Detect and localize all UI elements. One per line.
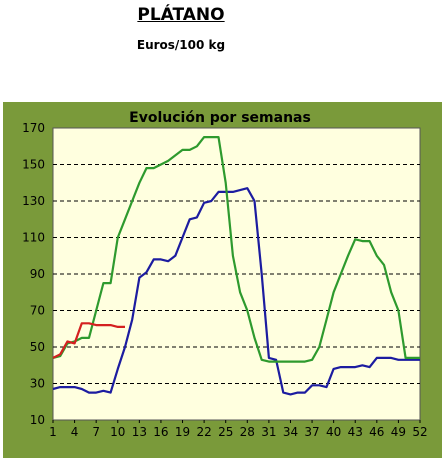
y-tick-label: 10 — [30, 413, 45, 427]
x-tick-label: 25 — [218, 425, 233, 439]
x-tick-label: 52 — [412, 425, 427, 439]
series-line-green — [52, 136, 420, 363]
x-tick-label: 22 — [196, 425, 211, 439]
y-tick-label: 170 — [22, 121, 45, 135]
x-tick-label: 40 — [326, 425, 341, 439]
x-tick-label: 31 — [261, 425, 276, 439]
y-tick-label: 50 — [30, 340, 45, 354]
y-tick-label: 150 — [22, 158, 45, 172]
series-lines — [52, 136, 420, 396]
x-tick-label: 34 — [283, 425, 298, 439]
x-tick-label: 1 — [49, 425, 57, 439]
x-tick-label: 46 — [369, 425, 384, 439]
x-tick-label: 37 — [304, 425, 319, 439]
x-axis-ticks: 1 4 7 10 13 16 19 22 25 28 31 34 37 40 43 46 49 52 — [49, 420, 428, 439]
series-line-red — [52, 322, 125, 359]
x-tick-label: 13 — [132, 425, 147, 439]
x-tick-label: 4 — [71, 425, 79, 439]
x-tick-label: 43 — [348, 425, 363, 439]
page-subtitle: Euros/100 kg — [136, 38, 226, 52]
x-tick-label: 28 — [240, 425, 255, 439]
x-tick-label: 10 — [110, 425, 125, 439]
x-tick-label: 49 — [391, 425, 406, 439]
y-tick-label: 110 — [22, 231, 45, 245]
x-tick-label: 16 — [153, 425, 168, 439]
y-tick-label: 130 — [22, 194, 45, 208]
x-tick-label: 7 — [92, 425, 100, 439]
y-tick-label: 90 — [30, 267, 45, 281]
y-tick-label: 30 — [30, 377, 45, 391]
y-tick-label: 70 — [30, 304, 45, 318]
y-axis-ticks: 10 30 50 70 90 110 130 150 170 — [22, 121, 45, 427]
x-tick-label: 19 — [175, 425, 190, 439]
series-line-blue — [52, 187, 420, 396]
chart-title: Evolución por semanas — [129, 110, 311, 126]
page-title: PLÁTANO — [137, 5, 225, 25]
